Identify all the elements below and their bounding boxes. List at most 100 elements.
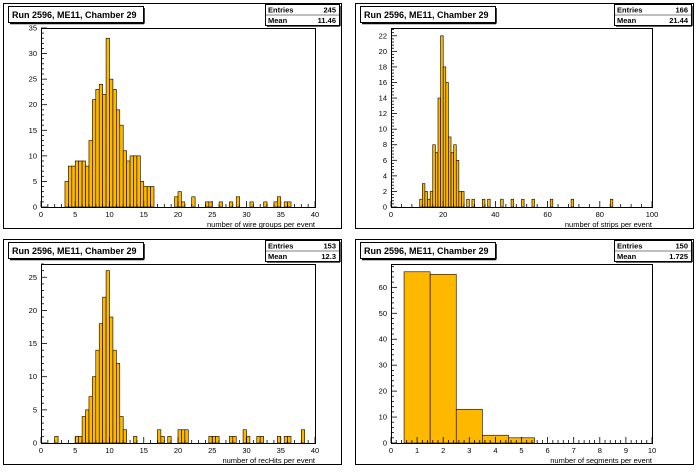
stats-mean-value: 12.3	[321, 252, 336, 261]
histogram-bar	[246, 436, 251, 444]
histogram-bar	[85, 409, 90, 444]
chart-title: Run 2596, ME11, Chamber 29	[364, 246, 489, 256]
x-tick-label: 30	[242, 210, 250, 219]
histogram-bar	[81, 160, 86, 208]
x-tick-label: 60	[543, 210, 551, 219]
x-axis-title: number of wire groups per event	[207, 220, 316, 229]
histogram-bar	[211, 436, 216, 444]
histogram-bar	[150, 186, 155, 208]
histogram-bar	[160, 436, 165, 444]
y-tick-label: 14	[379, 94, 387, 103]
histogram-bar	[422, 183, 426, 208]
stats-mean-label: Mean	[617, 16, 637, 25]
histogram-bar	[88, 140, 93, 208]
y-tick-label: 25	[29, 273, 37, 282]
y-tick-label: 8	[383, 140, 387, 149]
x-tick-label: 5	[73, 210, 77, 219]
x-tick-label: 0	[389, 446, 393, 455]
plot-frame	[41, 264, 316, 444]
histogram-bar	[458, 191, 462, 208]
x-tick-label: 15	[140, 210, 148, 219]
x-tick-label: 0	[39, 210, 43, 219]
y-tick-label: 20	[29, 100, 37, 109]
y-tick-label: 20	[379, 387, 387, 396]
histogram-bar	[256, 436, 261, 444]
histogram-bar	[140, 181, 145, 208]
x-tick-label: 20	[174, 446, 182, 455]
histogram-bar	[167, 436, 172, 444]
histogram-bar	[263, 201, 268, 208]
histogram-bar	[102, 94, 107, 208]
histogram-bar	[74, 436, 79, 444]
stats-entries-value: 245	[323, 6, 336, 15]
histogram-bar	[68, 165, 73, 208]
x-tick-label: 10	[105, 210, 113, 219]
panel-frame	[3, 239, 342, 465]
histogram-bar	[208, 436, 213, 444]
histogram-bar	[232, 436, 237, 444]
y-tick-label: 50	[379, 309, 387, 318]
y-tick-label: 60	[379, 283, 387, 292]
x-tick-label: 30	[242, 446, 250, 455]
histogram-bar	[249, 201, 254, 208]
histogram-bar	[283, 201, 288, 208]
histogram-bar	[427, 198, 431, 208]
y-tick-label: 5	[33, 405, 37, 414]
y-tick-label: 15	[29, 339, 37, 348]
stats-entries-label: Entries	[268, 6, 293, 15]
histogram-bar	[215, 436, 220, 444]
histogram-bar	[98, 83, 103, 208]
histogram-bar	[116, 109, 121, 208]
histogram-bar	[177, 191, 182, 208]
x-tick-label: 10	[648, 446, 656, 455]
stats-entries-label: Entries	[617, 242, 642, 251]
histogram-bar	[95, 349, 100, 444]
x-tick-label: 0	[39, 446, 43, 455]
panel-frame	[3, 3, 342, 229]
stats-mean-label: Mean	[268, 252, 288, 261]
x-tick-label: 10	[105, 446, 113, 455]
x-tick-label: 80	[596, 210, 604, 219]
x-tick-label: 7	[572, 446, 576, 455]
histogram-bar	[112, 89, 117, 208]
y-tick-label: 2	[383, 187, 387, 196]
histogram-bar	[570, 198, 575, 208]
histogram-bar	[133, 436, 138, 444]
x-tick-label: 35	[277, 446, 285, 455]
y-tick-label: 0	[33, 439, 37, 448]
stats-mean-value: 1.725	[669, 252, 688, 261]
histogram-bar	[74, 160, 79, 208]
histogram-bar	[283, 436, 288, 444]
histogram-bar	[549, 198, 554, 208]
x-axis-title: number of segments per event	[550, 456, 653, 465]
x-axis-title: number of recHits per event	[222, 456, 315, 465]
chart-title: Run 2596, ME11, Chamber 29	[364, 10, 489, 20]
histogram-panel-3: 0 5 10 15 20 25 30 35 40 0 5 10 15 20 25 number of recH…	[3, 239, 342, 465]
histogram-bar	[287, 436, 292, 444]
histogram-bar	[54, 436, 59, 444]
x-tick-label: 3	[467, 446, 471, 455]
y-tick-label: 12	[379, 109, 387, 118]
y-tick-label: 30	[29, 49, 37, 58]
y-tick-label: 35	[29, 24, 37, 33]
histogram-bar	[287, 201, 292, 208]
histogram-bar	[235, 196, 240, 208]
histogram-bar	[403, 271, 431, 444]
chart-title: Run 2596, ME11, Chamber 29	[12, 246, 137, 256]
histogram-bar	[92, 99, 97, 208]
histogram-bar	[453, 144, 457, 208]
histogram-bar	[177, 429, 182, 444]
x-axis-title: number of strips per event	[565, 220, 653, 229]
histogram-bar	[157, 429, 162, 444]
histogram-bar	[133, 155, 138, 208]
histogram-bar	[229, 436, 234, 444]
y-tick-label: 10	[29, 151, 37, 160]
x-tick-label: 20	[439, 210, 447, 219]
y-tick-label: 0	[383, 203, 387, 212]
histogram-bar	[126, 160, 131, 208]
stats-entries-value: 150	[675, 242, 688, 251]
histogram-bar	[450, 152, 454, 208]
x-tick-label: 5	[73, 446, 77, 455]
histogram-bar	[300, 429, 306, 444]
